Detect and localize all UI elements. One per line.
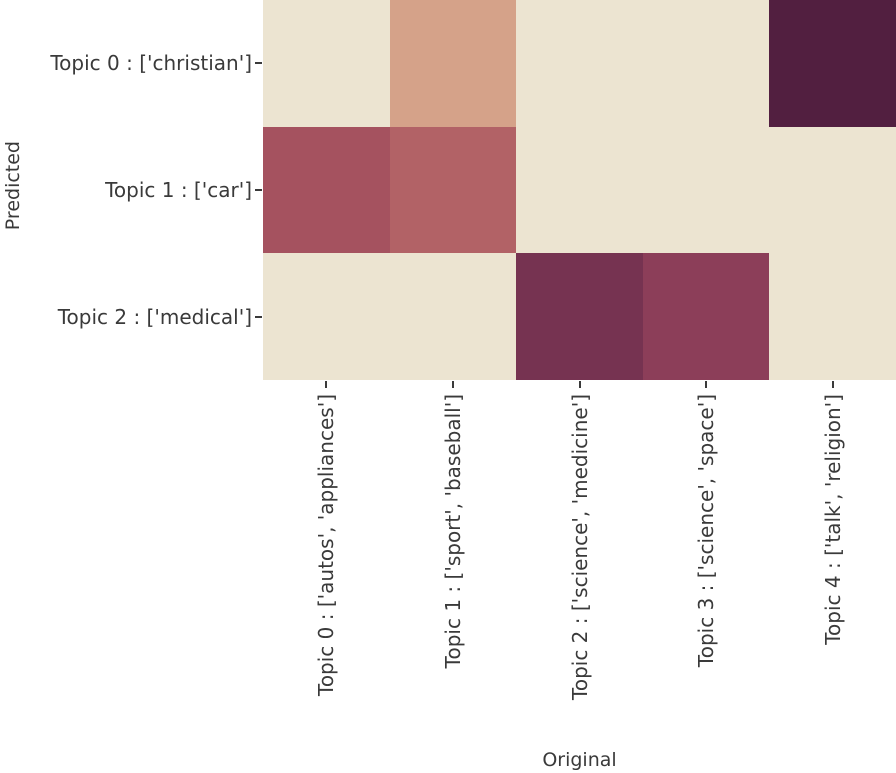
x-tick-label-4: Topic 4 : ['talk', 'religion'] (820, 394, 845, 645)
heatmap-cell-r0c1 (389, 0, 517, 127)
heatmap-cell-r2c2 (516, 253, 643, 380)
x-tick-mark-1 (451, 381, 454, 388)
y-tick-mark-1 (255, 189, 262, 191)
heatmap-cell-r1c1 (389, 126, 517, 254)
heatmap-cell-r2c0 (263, 253, 390, 380)
heatmap-cell-r1c3 (642, 126, 770, 254)
heatmap-cell-r2c3 (642, 253, 770, 380)
heatmap-cell-r1c2 (516, 126, 643, 254)
heatmap-cell-r2c1 (389, 253, 517, 380)
y-axis-tick-labels: Topic 0 : ['christian'] Topic 1 : ['car']… (0, 0, 252, 380)
x-tick-mark-2 (578, 381, 581, 388)
y-tick-mark-2 (255, 315, 262, 318)
heatmap-cell-r0c2 (516, 0, 643, 127)
heatmap-cell-r1c0 (263, 126, 390, 254)
y-tick-label-0: Topic 0 : ['christian'] (50, 51, 252, 76)
heatmap-cell-r2c4 (769, 253, 896, 380)
x-tick-label-3: Topic 3 : ['science', 'space'] (694, 394, 719, 668)
heatmap-cell-r1c4 (769, 126, 896, 254)
y-tick-mark-0 (255, 62, 262, 65)
x-tick-mark-3 (705, 381, 708, 388)
heatmap-cell-r0c0 (263, 0, 390, 127)
x-tick-label-1: Topic 1 : ['sport', 'baseball'] (440, 394, 465, 669)
y-tick-label-1: Topic 1 : ['car'] (105, 178, 252, 202)
heatmap-cell-r0c3 (642, 0, 770, 127)
x-tick-mark-4 (831, 381, 834, 388)
y-tick-label-2: Topic 2 : ['medical'] (57, 304, 252, 329)
y-axis-title: Predicted (2, 141, 24, 231)
heatmap-cell-r0c4 (769, 0, 896, 127)
heatmap-plot (263, 0, 896, 380)
x-tick-label-2: Topic 2 : ['science', 'medicine'] (567, 394, 592, 700)
x-tick-mark-0 (325, 381, 328, 388)
x-tick-label-0: Topic 0 : ['autos', 'appliances'] (314, 394, 339, 696)
x-axis-title: Original (542, 749, 617, 771)
